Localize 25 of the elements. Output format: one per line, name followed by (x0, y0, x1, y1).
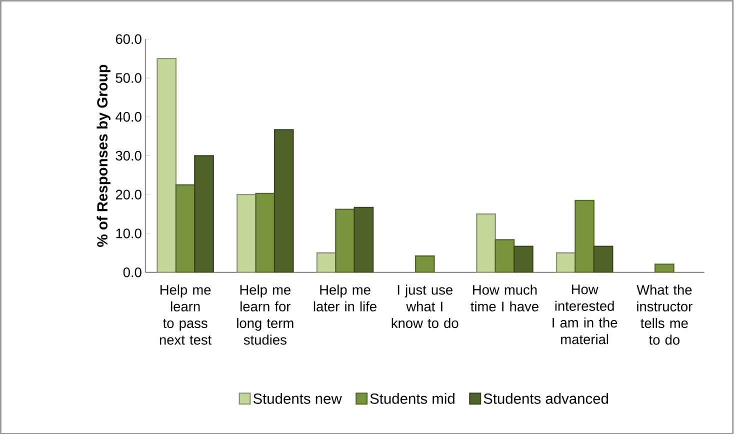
bar (156, 58, 177, 272)
y-tick-label: 20.0 (116, 190, 142, 200)
y-tick-label: 40.0 (116, 112, 142, 122)
x-tick-label: How interested I am in the material (552, 284, 618, 344)
y-tick-label: 50.0 (116, 72, 142, 83)
legend-label: Students new (253, 392, 342, 404)
bar (255, 192, 276, 272)
bar (236, 194, 256, 272)
bar (476, 213, 496, 272)
bar (175, 184, 196, 272)
y-tick-label: 0.0 (123, 267, 142, 277)
y-tick-label: 60.0 (116, 34, 142, 44)
x-tick-label: What the instructor tells me to do (636, 284, 692, 345)
x-tick-label: Help me learn for long term studies (237, 284, 294, 345)
x-tick-label: Help me later in life (314, 284, 376, 312)
bar (574, 200, 595, 272)
legend-label: Students advanced (484, 392, 608, 404)
legend-label: Students mid (370, 392, 454, 404)
x-tick-label: I just use what I know to do (392, 284, 458, 328)
x-tick-label: How much time I have (470, 284, 538, 312)
y-tick-label: 10.0 (116, 228, 142, 238)
bar (335, 208, 355, 272)
x-tick-label: Help me learn to pass next test (160, 284, 212, 345)
y-axis-title: % of Responses by Group (96, 64, 110, 247)
y-tick-label: 30.0 (116, 150, 142, 160)
